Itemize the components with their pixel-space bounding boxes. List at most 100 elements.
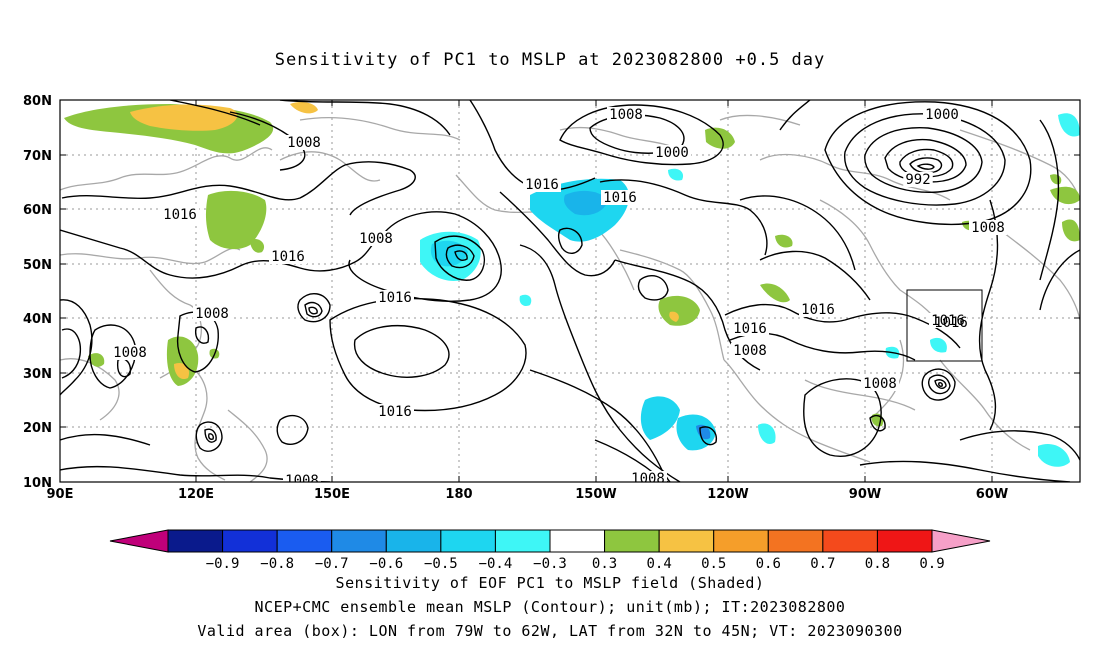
lon-label: 180: [445, 487, 472, 502]
axis-ticks: [59, 99, 1080, 483]
contour-label: 1016: [163, 207, 197, 223]
contour-label: 1016: [525, 177, 559, 193]
contour-label-bg: [376, 404, 414, 419]
contour-label: 1000: [655, 145, 689, 161]
contour-label-bg: [861, 376, 899, 391]
lat-label: 70N: [23, 149, 52, 164]
map-title: Sensitivity of PC1 to MSLP at 2023082800…: [274, 50, 826, 70]
contour-label-bg: [523, 177, 561, 192]
contour-label-bg: [285, 135, 323, 150]
lon-label: 120W: [707, 487, 748, 502]
contour-label-bg: [629, 471, 667, 482]
lat-label: 60N: [23, 203, 52, 218]
lon-label: 90E: [47, 487, 74, 502]
colorbar-swatch: [167, 529, 224, 553]
lat-labels: 80N 70N 60N 50N 40N 30N 20N 10N: [23, 94, 52, 491]
colorbar-tick: 0.8: [865, 556, 890, 572]
valid-area-box: [906, 289, 983, 362]
contour-label: 1016: [801, 302, 835, 318]
box-label: 1016: [934, 315, 968, 331]
contour-label: 992: [905, 172, 930, 188]
contour-label-bg: [969, 220, 1007, 235]
colorbar-swatch: [822, 529, 878, 553]
contour-label-bg: [193, 306, 231, 321]
lon-label: 150W: [575, 487, 616, 502]
lon-label: 120E: [178, 487, 214, 502]
contour-label-bg: [653, 145, 691, 160]
contour-label: 1008: [287, 135, 321, 151]
contour-label-bg: [923, 107, 961, 122]
colorbar-swatch: [713, 529, 769, 553]
contour-label: 1008: [863, 376, 897, 392]
contour-label: 1008: [631, 471, 665, 487]
colorbar-max-arrow: [931, 529, 991, 553]
lat-label: 80N: [23, 94, 52, 109]
footer-line-1: Sensitivity of EOF PC1 to MSLP field (Sh…: [335, 574, 765, 592]
contour-label-bg: [607, 107, 645, 122]
colorbar-swatch: [876, 529, 933, 553]
colorbar-tick: 0.4: [646, 556, 671, 572]
contour-label-bg: [376, 290, 414, 305]
contour-label: 1016: [378, 404, 412, 420]
colorbar-tick: −0.7: [315, 556, 349, 572]
contour-labels: 1008 1008 1000 1000 1008 1016 1016 1008 1016 992 1…: [111, 107, 1007, 489]
contour-label-bg: [799, 302, 837, 317]
contour-label: 1008: [359, 231, 393, 247]
contour-label: 1008: [195, 306, 229, 322]
colorbar-swatch: [494, 529, 551, 553]
colorbar-tick: 0.7: [810, 556, 835, 572]
lon-labels: 90E 120E 150E 180 150W 120W 90W 60W: [47, 487, 1009, 502]
contour-label-bg: [601, 190, 639, 205]
colorbar-swatch: [276, 529, 333, 553]
colorbar-swatch: [385, 529, 442, 553]
lat-label: 50N: [23, 258, 52, 273]
colorbar-tick: −0.9: [206, 556, 240, 572]
contour-label-bg: [269, 249, 307, 264]
footer-line-3: Valid area (box): LON from 79W to 62W, L…: [197, 622, 903, 640]
lat-label: 30N: [23, 367, 52, 382]
contour-label: 1008: [733, 343, 767, 359]
lat-label: 20N: [23, 421, 52, 436]
colorbar-tick: 0.9: [919, 556, 944, 572]
colorbar-tick: −0.5: [424, 556, 458, 572]
contour-label-bg: [731, 343, 769, 358]
colorbar-swatch: [658, 529, 715, 553]
lon-label: 150E: [314, 487, 350, 502]
contour-label-bg: [731, 321, 769, 336]
colorbar-tick: −0.8: [260, 556, 294, 572]
colorbar-swatch: [767, 529, 824, 553]
lon-label: 60W: [976, 487, 1008, 502]
contour-label: 1008: [609, 107, 643, 123]
colorbar-tick: 0.6: [756, 556, 781, 572]
contour-label: 1008: [113, 345, 147, 361]
contour-label: 1000: [925, 107, 959, 123]
colorbar-tick: −0.4: [479, 556, 513, 572]
footer-line-2: NCEP+CMC ensemble mean MSLP (Contour); u…: [254, 598, 846, 616]
contour-label-bg: [903, 172, 933, 187]
colorbar-tick: −0.6: [369, 556, 403, 572]
contour-label: 1008: [285, 473, 319, 489]
contour-label-bg: [161, 207, 199, 222]
lat-label: 40N: [23, 312, 52, 327]
colorbar-swatch: [440, 529, 496, 553]
lat-label: 10N: [23, 476, 52, 491]
colorbar-min-arrow: [109, 529, 169, 553]
colorbar-swatch: [549, 529, 606, 553]
colorbar-swatch: [222, 529, 278, 553]
contour-label-bg: [357, 231, 395, 246]
contour-label-bg: [283, 473, 321, 482]
contour-label: 1016: [378, 290, 412, 306]
contour-label: 1016: [931, 313, 965, 329]
colorbar-tick: 0.5: [701, 556, 726, 572]
colorbar: −0.9 −0.8 −0.7 −0.6 −0.5 −0.4 −0.3 0.3 0.4 0.5 0.6…: [109, 529, 991, 572]
colorbar-swatch: [331, 529, 387, 553]
colorbar-tick: 0.3: [592, 556, 617, 572]
contour-label-bg: [929, 313, 967, 328]
map-border: [59, 99, 1081, 483]
colorbar-tick: −0.3: [533, 556, 567, 572]
contour-label: 1008: [971, 220, 1005, 236]
contour-label-bg: [111, 345, 149, 360]
contour-label: 1016: [603, 190, 637, 206]
lon-label: 90W: [849, 487, 881, 502]
